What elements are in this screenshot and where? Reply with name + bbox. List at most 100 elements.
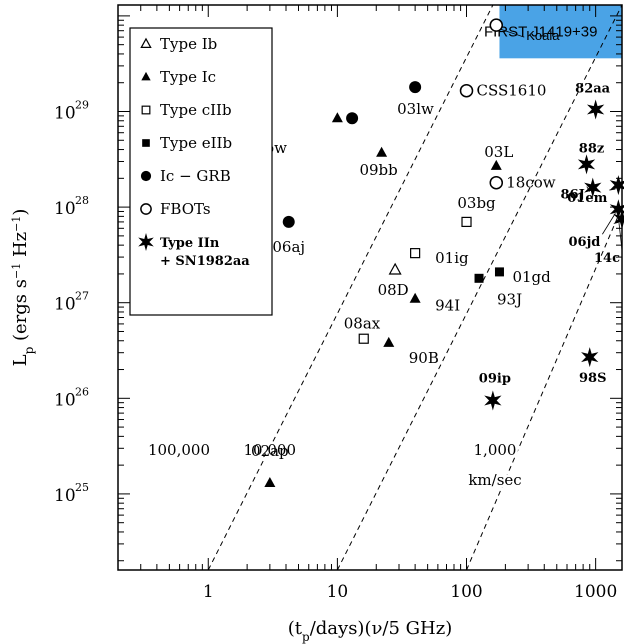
legend-marker-type-eiib [142,139,150,147]
point-label-01em: 01em [567,191,607,206]
point-label-css1610: CSS1610 [477,82,547,100]
point-label-18cow: 18cow [506,174,556,192]
velocity-line-1 [207,4,494,571]
point-label-03lw: 03lw [397,100,434,118]
x-tick-label: 10 [327,582,349,602]
data-points [264,18,624,488]
legend-marker-type-ciib [141,105,151,115]
legend-marker-fbots [140,203,152,215]
point-88z [577,154,596,175]
point-98bw [331,112,343,123]
legend-label-type-ciib: Type cIIb [160,101,232,119]
point-label-02ap: 02ap [251,442,289,460]
point-label-86j: 86J [561,188,585,203]
legend-label-type-iin: Type IIn [160,236,220,251]
y-tick-label: 10 28 [54,194,89,219]
legend-entry-fbots: FBOTs [140,200,211,218]
point-02ap [264,477,276,488]
point-01em [609,175,624,196]
legend-label-type-ib: Type Ib [160,35,217,53]
y-tick-label-exponent: 29 [75,98,89,111]
point-label-94i: 94I [435,297,460,315]
point-label-01ig: 01ig [435,249,469,267]
y-tick-label-exponent: 26 [75,385,89,398]
point-14c [613,209,624,230]
point-label-06jd: 06jd [568,235,600,250]
point-18cow [489,175,504,190]
point-label-14c: 14c [594,251,620,266]
legend-entry-ic-grb: Ic − GRB [140,167,231,185]
point-09bb [376,146,388,157]
label-leader-line [602,213,616,235]
point-label-08ax: 08ax [344,315,381,333]
point-label-09ip: 09ip [479,371,511,386]
legend-entry-type-eiib: Type eIIb [142,134,232,152]
y-tick-label-exponent: 27 [75,290,89,303]
point-01ig [410,248,421,259]
y-tick-label-exponent: 28 [75,194,89,207]
y-tick-label-base: 10 [54,103,76,123]
highlight-region-label: FIRST J1419+39 [484,24,598,41]
velocity-line-3 [466,206,623,571]
y-tick-label: 10 26 [54,385,89,410]
point-82aa [586,99,605,120]
point-label-koala: Koala [526,28,560,43]
velocity-line-2 [336,4,623,571]
legend-label-type-ic: Type Ic [160,68,216,86]
legend-label-fbots: FBOTs [160,200,211,218]
point-01gd [494,267,504,277]
point-label-98s: 98S [579,371,606,386]
point-label-03l: 03L [484,143,513,161]
point-label-09bb: 09bb [359,161,397,179]
y-axis-title: Lp (ergs s−1 Hz−1) [10,209,37,367]
point-koala [489,18,504,32]
legend-label2-sn1982aa: + SN1982aa [160,254,250,269]
point-08ax [358,333,369,344]
legend-entry-type-ib: Type Ib [140,35,217,53]
legend: Type Ib Type Ic Type cIIb Type eIIb Ic − GRB… [129,27,273,316]
point-98bw [346,112,359,125]
point-label-93j: 93J [497,290,522,308]
legend-entry-type-ic: Type Ic [141,68,216,86]
legend-entry-type-ciib: Type cIIb [141,101,232,119]
velocity-lines-layer: 100,000 10,000 1,000 km/sec [145,4,623,571]
point-03lw [409,81,422,94]
velocity-line-unit-label: km/sec [468,471,521,489]
y-tick-label: 10 27 [54,290,89,315]
point-label-08d: 08D [378,281,409,299]
highlight-region [499,5,622,59]
point-93j [474,273,484,283]
point-label-03bg: 03bg [457,194,496,212]
point-90b [383,336,395,347]
x-axis-title: (tp/days)(ν/5 GHz) [288,618,453,644]
point-label-06aj: 06aj [272,238,305,256]
y-tick-label-base: 10 [54,199,76,219]
y-tick-label: 10 29 [54,98,89,123]
point-08d [388,262,402,275]
velocity-line-label-1: 100,000 [148,441,210,459]
legend-label-type-eiib: Type eIIb [160,134,232,152]
plot-frame [117,4,623,571]
koala-leader-line [500,28,525,38]
point-03l [490,159,502,170]
legend-marker-type-ic [141,71,151,81]
y-tick-label-exponent: 25 [75,481,89,494]
y-tick-label-base: 10 [54,486,76,506]
point-label-01gd: 01gd [512,268,551,286]
point-03bg [461,216,472,228]
legend-box [129,27,273,316]
point-94i [409,292,421,303]
legend-marker-ic-grb [140,170,152,182]
x-tick-label: 1000 [574,582,617,602]
point-09ip [484,390,502,411]
point-06aj [282,215,295,228]
label-leader-line [609,188,616,191]
legend-entry-type-iin: Type IIn + SN1982aa [138,233,250,269]
legend-marker-type-ib [140,37,152,49]
y-tick-label-base: 10 [54,390,76,410]
x-tick-label: 100 [450,582,482,602]
label-leader-line [618,223,623,251]
y-tick-label-base: 10 [54,295,76,315]
